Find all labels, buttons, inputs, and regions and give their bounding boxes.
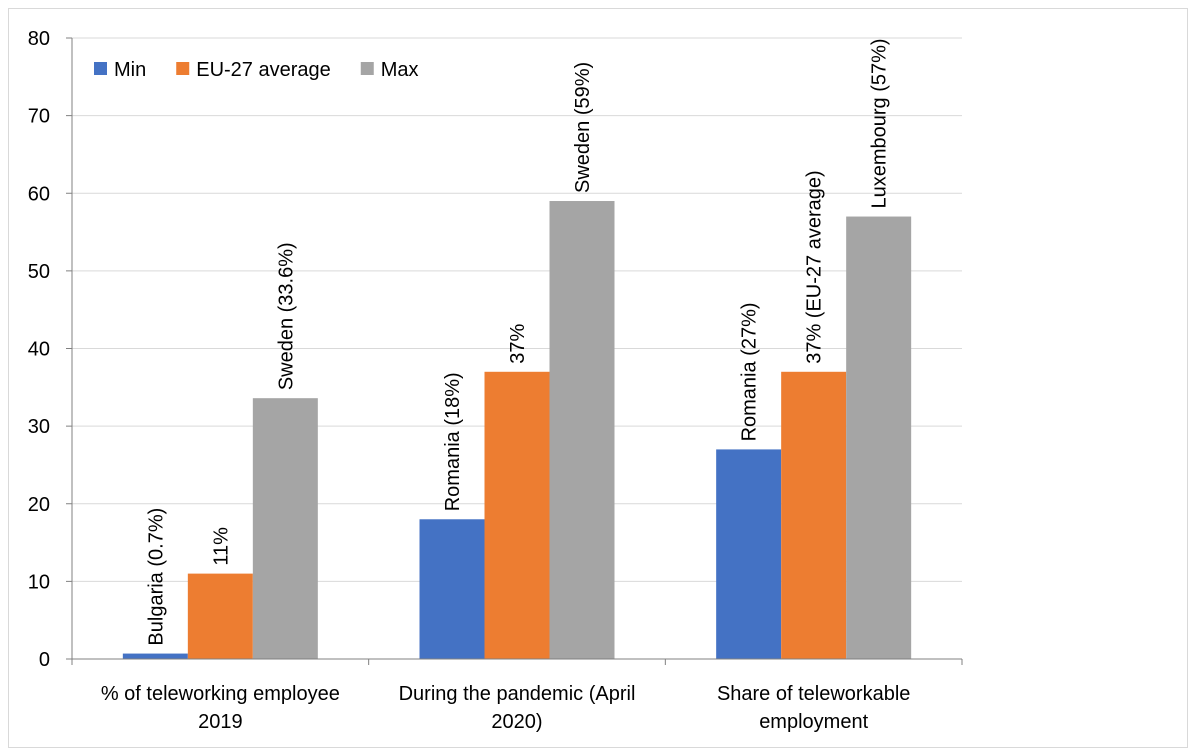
- y-tick-label: 10: [28, 571, 50, 593]
- bar-min: [716, 449, 782, 659]
- legend-swatch: [176, 62, 190, 75]
- x-category-label-line: During the pandemic (April: [399, 683, 636, 705]
- data-label: 37% (EU-27 average): [804, 170, 826, 363]
- legend: Min EU-27 average Max: [94, 59, 419, 81]
- y-tick-label: 60: [28, 183, 50, 205]
- bars: [122, 201, 912, 659]
- y-tick-label: 40: [28, 339, 50, 361]
- x-category-label-line: % of teleworking employee: [101, 683, 340, 705]
- legend-swatch: [360, 62, 374, 75]
- bar-max: [549, 201, 615, 659]
- chart-frame: [8, 8, 1188, 748]
- data-label: Sweden (59%): [572, 62, 594, 193]
- data-label: Bulgaria (0.7%): [145, 508, 167, 646]
- data-label: Luxembourg (57%): [869, 38, 891, 208]
- bar-max: [846, 216, 912, 659]
- bar-eu-27-average: [187, 573, 253, 659]
- y-tick-label: 50: [28, 261, 50, 283]
- bar-min: [419, 519, 485, 659]
- x-category-label-line: 2020): [491, 711, 542, 733]
- x-category-label-line: employment: [759, 711, 868, 733]
- legend-swatch: [94, 62, 107, 75]
- y-tick-label: 0: [39, 649, 50, 671]
- x-category-label: Share of teleworkable employment: [717, 683, 910, 733]
- data-label: Romania (18%): [442, 372, 464, 511]
- data-label: Romania (27%): [739, 302, 761, 441]
- data-labels: Bulgaria (0.7%) 11% Sweden (33.6%) Romania …: [145, 38, 890, 645]
- data-label: 11%: [210, 527, 232, 566]
- bar-max: [252, 398, 318, 659]
- bar-eu-27-average: [484, 371, 550, 659]
- x-category-label-line: 2019: [198, 711, 243, 733]
- legend-label: Min: [114, 59, 146, 81]
- legend-label: EU-27 average: [196, 59, 331, 81]
- data-label: 37%: [507, 324, 529, 364]
- data-label: Sweden (33.6%): [275, 242, 297, 390]
- legend-label: Max: [381, 59, 419, 81]
- x-axis: % of teleworking employee 2019 During the …: [71, 658, 963, 733]
- x-category-label: During the pandemic (April 2020): [399, 683, 636, 733]
- y-tick-label: 20: [28, 494, 50, 516]
- bar-min: [122, 653, 188, 659]
- y-axis: 0 10 20 30 40 50 60 70 80: [28, 28, 73, 671]
- y-tick-label: 70: [28, 106, 50, 128]
- y-tick-label: 80: [28, 28, 50, 50]
- y-tick-label: 30: [28, 416, 50, 438]
- bar-eu-27-average: [781, 371, 847, 659]
- x-category-label: % of teleworking employee 2019: [101, 683, 340, 733]
- x-category-label-line: Share of teleworkable: [717, 683, 910, 705]
